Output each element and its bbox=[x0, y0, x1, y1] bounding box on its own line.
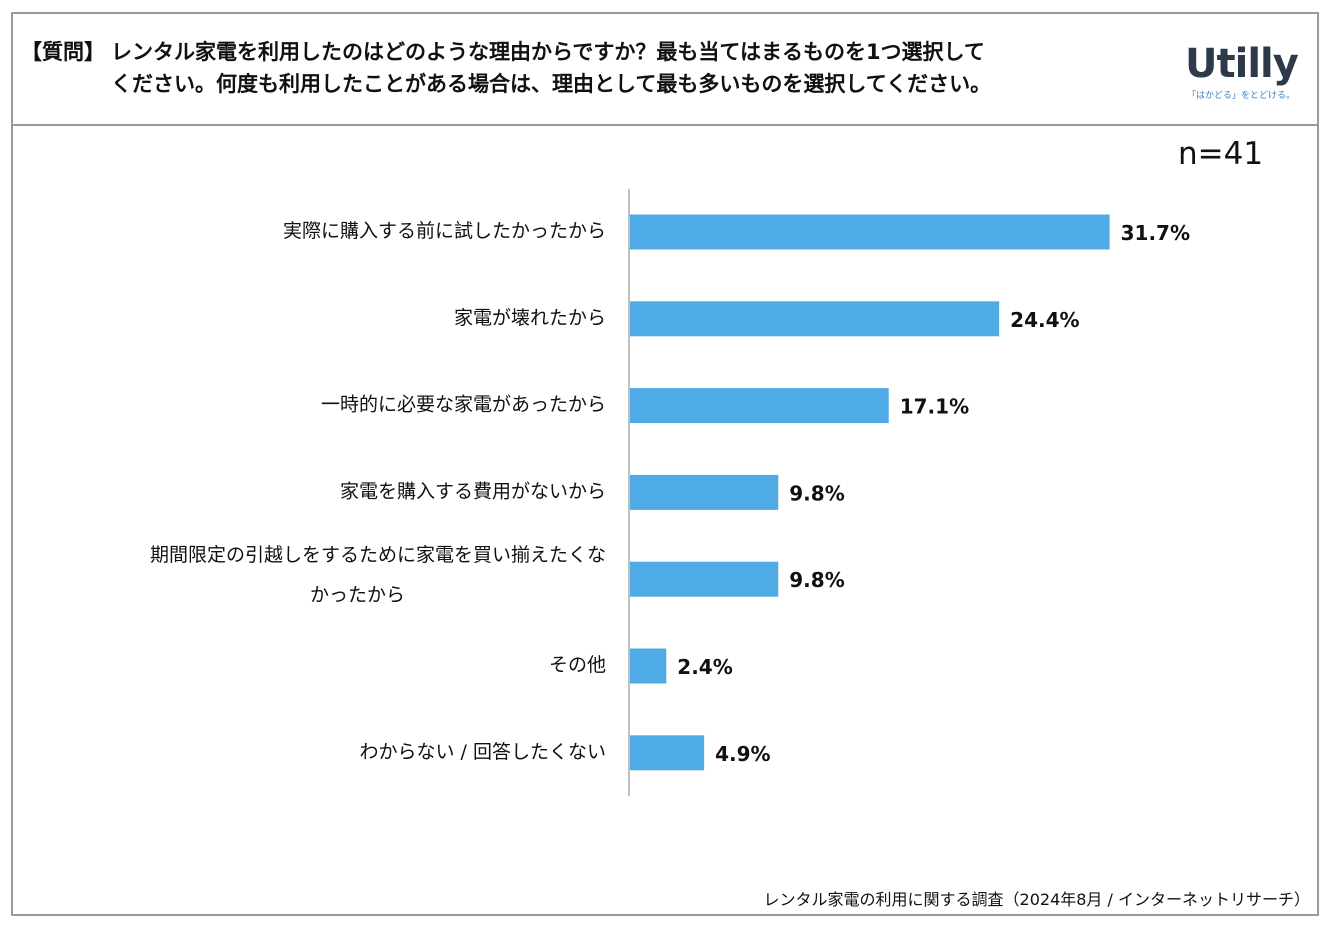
value-label-2: 24.4% bbox=[1010, 308, 1079, 332]
value-label-7: 4.9% bbox=[715, 742, 770, 766]
category-label-1: 実際に購入する前に試したかったから bbox=[283, 220, 606, 242]
category-label-2: 家電が壊れたから bbox=[454, 307, 606, 329]
value-label-5: 9.8% bbox=[789, 568, 844, 592]
logo-wordmark: Utilly bbox=[1185, 41, 1299, 87]
category-label-3: 一時的に必要な家電があったから bbox=[321, 394, 606, 416]
value-label-4: 9.8% bbox=[789, 481, 844, 505]
category-label-6: その他 bbox=[549, 654, 606, 676]
category-label-5-line-2: かったから bbox=[310, 584, 405, 606]
bar-4 bbox=[630, 474, 779, 510]
bar-7 bbox=[630, 735, 705, 771]
chart-frame: 【質問】 レンタル家電を利用したのはどのような理由からですか？最も当てはまるもの… bbox=[11, 12, 1319, 916]
bar-1 bbox=[630, 214, 1110, 250]
bar-6 bbox=[630, 648, 667, 684]
bar-5 bbox=[630, 561, 779, 597]
logo-tagline: 「はかどる」をとどける。 bbox=[1187, 91, 1296, 101]
utilly-logo: Utilly 「はかどる」をとどける。 bbox=[1185, 41, 1299, 102]
bar-2 bbox=[630, 301, 1000, 337]
question-line-1: レンタル家電を利用したのはどのような理由からですか？最も当てはまるものを1つ選択… bbox=[111, 40, 985, 64]
category-label-7: わからない / 回答したくない bbox=[360, 741, 606, 763]
source-note: レンタル家電の利用に関する調査（2024年8月 / インターネットリサーチ） bbox=[763, 890, 1310, 909]
question-text: レンタル家電を利用したのはどのような理由からですか？最も当てはまるものを1つ選択… bbox=[111, 36, 1181, 100]
sample-size-label: n=41 bbox=[1178, 136, 1264, 172]
value-label-3: 17.1% bbox=[900, 395, 969, 419]
category-label-5-line-1: 期間限定の引越しをするために家電を買い揃えたくな bbox=[150, 544, 606, 566]
question-header: 【質問】 レンタル家電を利用したのはどのような理由からですか？最も当てはまるもの… bbox=[13, 14, 1317, 126]
value-label-6: 2.4% bbox=[677, 655, 732, 679]
category-label-4: 家電を購入する費用がないから bbox=[340, 480, 606, 502]
bar-3 bbox=[630, 388, 889, 424]
question-line-2: ください。何度も利用したことがある場合は、理由として最も多いものを選択してくださ… bbox=[111, 72, 992, 96]
question-tag: 【質問】 bbox=[21, 40, 105, 64]
value-label-1: 31.7% bbox=[1121, 221, 1190, 245]
